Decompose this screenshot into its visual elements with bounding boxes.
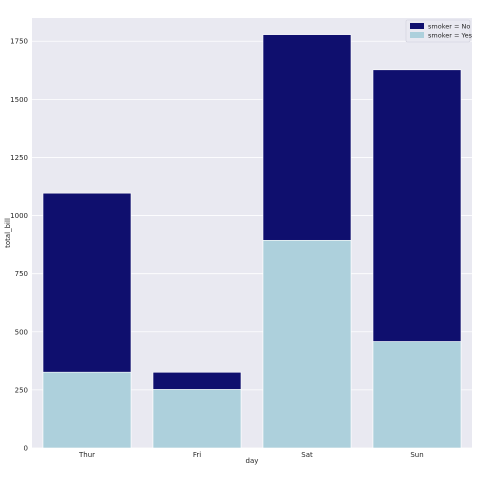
bar-smoker-yes-thur <box>42 371 132 449</box>
x-tick-label: Thur <box>78 451 95 459</box>
legend: smoker = No smoker = Yes <box>405 19 473 43</box>
y-axis-label: total_bill <box>4 218 12 248</box>
y-axis-ticks: 0 250 500 750 1000 1250 1500 1750 <box>10 38 28 453</box>
x-tick-label: Fri <box>193 451 201 459</box>
x-tick-label: Sat <box>301 451 313 459</box>
bar-smoker-yes-sat <box>262 239 352 449</box>
y-tick-label: 1250 <box>10 154 28 162</box>
y-tick-label: 0 <box>24 445 28 453</box>
legend-label-no: smoker = No <box>428 23 470 31</box>
bar-smoker-yes-fri <box>152 389 242 449</box>
y-tick-label: 250 <box>15 386 28 394</box>
y-tick-label: 1000 <box>10 212 28 220</box>
y-tick-label: 1750 <box>10 38 28 46</box>
y-tick-label: 500 <box>15 328 28 336</box>
legend-label-yes: smoker = Yes <box>428 32 473 40</box>
bars <box>42 34 462 449</box>
legend-swatch-no <box>410 23 424 29</box>
x-axis-ticks: Thur Fri Sat Sun <box>78 451 424 459</box>
y-tick-label: 750 <box>15 270 28 278</box>
legend-swatch-yes <box>410 32 424 38</box>
y-tick-label: 1500 <box>10 96 28 104</box>
x-tick-label: Sun <box>410 451 423 459</box>
x-axis-label: day <box>246 457 259 465</box>
bar-smoker-yes-sun <box>372 341 462 449</box>
